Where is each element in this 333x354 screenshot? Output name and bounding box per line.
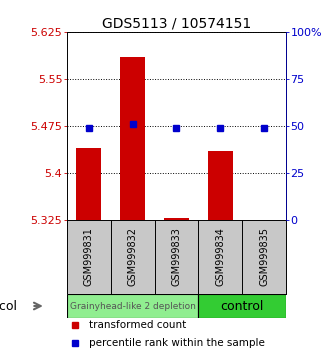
Text: GSM999831: GSM999831 [84, 227, 94, 286]
Bar [198, 294, 286, 318]
Text: GSM999835: GSM999835 [259, 227, 269, 286]
Text: percentile rank within the sample: percentile rank within the sample [89, 338, 264, 348]
Bar [121, 57, 145, 219]
Text: Grainyhead-like 2 depletion: Grainyhead-like 2 depletion [70, 302, 195, 310]
Bar [208, 151, 232, 219]
Text: transformed count: transformed count [89, 320, 186, 330]
Bar [67, 294, 198, 318]
Bar [77, 148, 101, 219]
Text: GSM999832: GSM999832 [128, 227, 138, 286]
Title: GDS5113 / 10574151: GDS5113 / 10574151 [102, 17, 251, 31]
Text: protocol: protocol [0, 299, 18, 313]
Text: control: control [221, 299, 264, 313]
Text: GSM999833: GSM999833 [171, 227, 181, 286]
Text: GSM999834: GSM999834 [215, 227, 225, 286]
Bar [165, 218, 188, 219]
